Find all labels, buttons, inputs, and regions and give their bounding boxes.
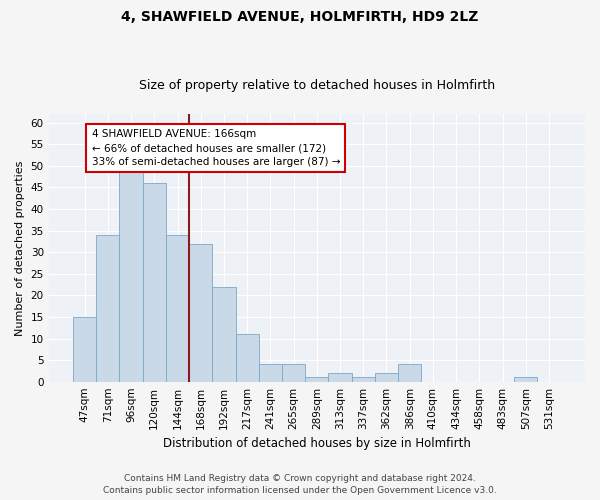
Title: Size of property relative to detached houses in Holmfirth: Size of property relative to detached ho…	[139, 79, 495, 92]
Bar	[96, 235, 119, 382]
Text: 4 SHAWFIELD AVENUE: 166sqm
← 66% of detached houses are smaller (172)
33% of sem: 4 SHAWFIELD AVENUE: 166sqm ← 66% of deta…	[92, 129, 340, 167]
Bar	[236, 334, 259, 382]
Bar	[514, 378, 538, 382]
Bar	[282, 364, 305, 382]
Bar	[189, 244, 212, 382]
Text: 4, SHAWFIELD AVENUE, HOLMFIRTH, HD9 2LZ: 4, SHAWFIELD AVENUE, HOLMFIRTH, HD9 2LZ	[121, 10, 479, 24]
Y-axis label: Number of detached properties: Number of detached properties	[15, 160, 25, 336]
Bar	[212, 286, 236, 382]
X-axis label: Distribution of detached houses by size in Holmfirth: Distribution of detached houses by size …	[163, 437, 471, 450]
Bar	[119, 170, 143, 382]
Bar	[259, 364, 282, 382]
Bar	[398, 364, 421, 382]
Bar	[375, 373, 398, 382]
Bar	[328, 373, 352, 382]
Bar	[73, 317, 96, 382]
Bar	[305, 378, 328, 382]
Bar	[166, 235, 189, 382]
Bar	[143, 183, 166, 382]
Text: Contains HM Land Registry data © Crown copyright and database right 2024.
Contai: Contains HM Land Registry data © Crown c…	[103, 474, 497, 495]
Bar	[352, 378, 375, 382]
